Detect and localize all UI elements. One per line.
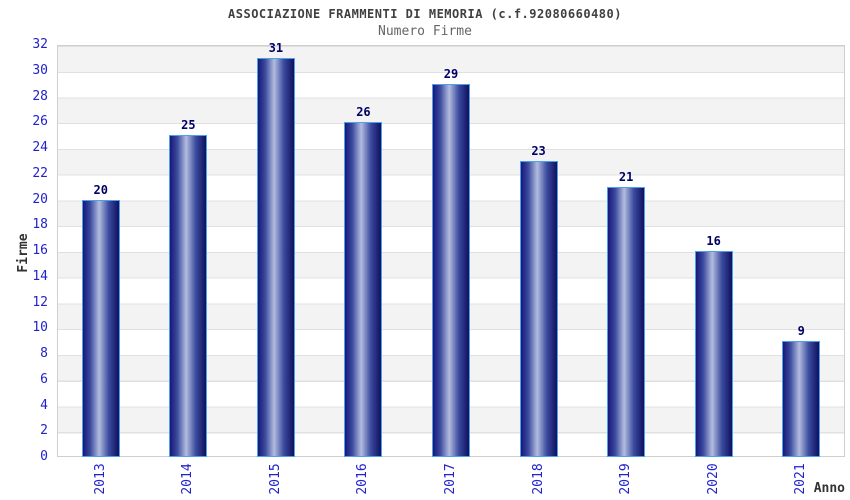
y-tick-label: 26 bbox=[32, 114, 48, 130]
y-tick-label: 14 bbox=[32, 268, 48, 284]
x-tick-label: 2019 bbox=[618, 463, 634, 495]
y-tick-label: 32 bbox=[32, 37, 48, 52]
y-tick-label: 8 bbox=[40, 346, 48, 361]
y-tick-label: 4 bbox=[40, 397, 48, 413]
y-tick-label: 16 bbox=[32, 243, 48, 258]
y-tick-label: 10 bbox=[32, 320, 48, 336]
y-axis-title: Firme bbox=[16, 233, 31, 273]
y-tick-label: 24 bbox=[32, 140, 48, 155]
y-tick-label: 22 bbox=[32, 165, 48, 181]
x-tick-label: 2017 bbox=[443, 463, 458, 495]
x-tick-label: 2013 bbox=[92, 463, 108, 495]
bar-value-label: 23 bbox=[531, 143, 546, 158]
x-tick-label: 2015 bbox=[267, 463, 283, 495]
bar bbox=[432, 83, 470, 457]
x-tick-label: 2014 bbox=[180, 463, 196, 495]
chart-subtitle: Numero Firme bbox=[378, 24, 472, 39]
bar bbox=[607, 186, 646, 457]
bar-value-label: 16 bbox=[706, 234, 721, 248]
bar-value-label: 9 bbox=[797, 324, 805, 339]
y-tick-label: 0 bbox=[40, 449, 48, 464]
y-tick-label: 28 bbox=[32, 88, 48, 104]
y-tick-label: 2 bbox=[40, 423, 48, 439]
chart-title: ASSOCIAZIONE FRAMMENTI DI MEMORIA (c.f.9… bbox=[228, 7, 622, 21]
y-tick-label: 20 bbox=[32, 191, 48, 207]
bar bbox=[344, 122, 383, 457]
x-tick-label: 2018 bbox=[530, 463, 546, 495]
y-tick-label: 6 bbox=[40, 371, 48, 387]
y-tick-label: 18 bbox=[32, 217, 48, 233]
bar bbox=[694, 251, 733, 457]
bar bbox=[81, 199, 120, 457]
x-tick-label: 2020 bbox=[705, 463, 721, 495]
y-tick-label: 30 bbox=[32, 62, 48, 78]
x-tick-label: 2016 bbox=[355, 463, 371, 495]
bar bbox=[256, 57, 295, 457]
y-tick-label: 12 bbox=[32, 294, 48, 310]
bar bbox=[169, 135, 208, 457]
bar-value-label: 21 bbox=[618, 169, 634, 184]
bar-value-label: 20 bbox=[93, 182, 108, 197]
bar-value-label: 29 bbox=[443, 66, 459, 81]
bar-value-label: 26 bbox=[356, 105, 371, 120]
bar-value-label: 31 bbox=[268, 40, 284, 55]
bar-value-label: 25 bbox=[181, 118, 196, 133]
bar bbox=[782, 341, 821, 457]
x-axis-title: Anno bbox=[813, 481, 845, 496]
bar bbox=[519, 160, 558, 457]
